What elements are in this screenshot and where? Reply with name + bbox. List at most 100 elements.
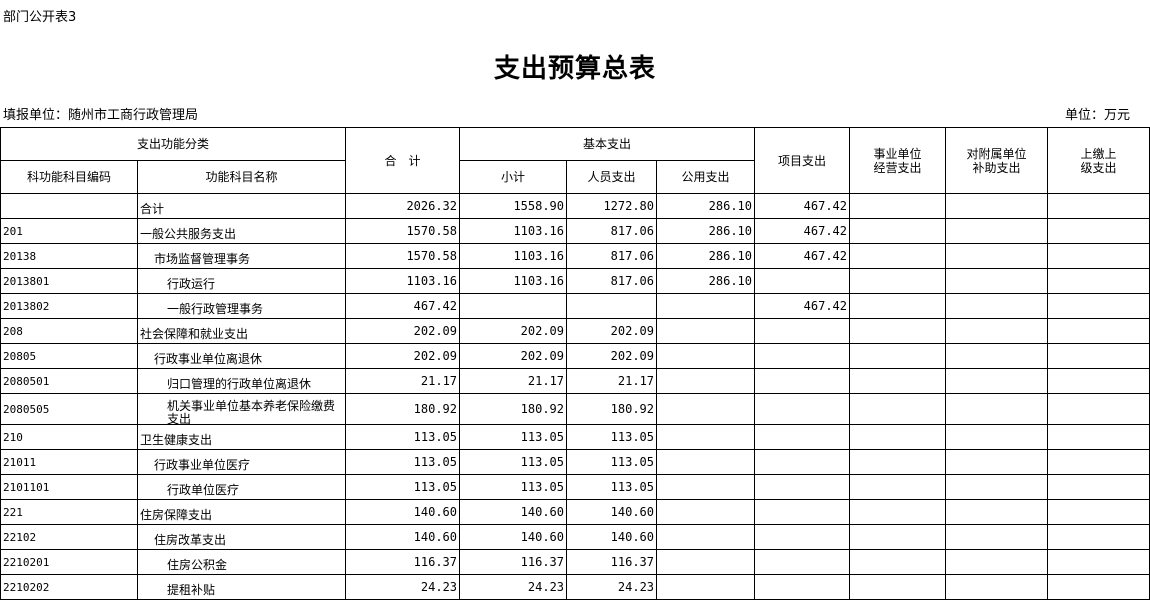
row-subsidy xyxy=(945,449,1049,475)
row-subtotal: 113.05 xyxy=(459,474,568,500)
row-name: 行政事业单位离退休 xyxy=(136,343,347,369)
row-remit xyxy=(1047,574,1150,600)
row-public xyxy=(656,368,756,394)
row-business xyxy=(849,243,947,269)
row-subtotal: 116.37 xyxy=(459,549,568,575)
row-code: 2101101 xyxy=(0,474,138,500)
currency-unit: 单位：万元 xyxy=(1064,108,1130,123)
row-personnel: 113.05 xyxy=(566,474,658,500)
row-project xyxy=(754,424,851,450)
table-number-label: 部门公开表3 xyxy=(3,10,77,25)
header-remit: 上缴上 级支出 xyxy=(1047,127,1150,194)
row-code: 208 xyxy=(0,318,138,344)
header-public: 公用支出 xyxy=(656,160,756,194)
row-subtotal: 24.23 xyxy=(459,574,568,600)
row-business xyxy=(849,499,947,525)
row-name-text: 住房保障支出 xyxy=(140,507,213,522)
page-title: 支出预算总表 xyxy=(493,54,656,84)
row-name: 机关事业单位基本养老保险缴费支出 xyxy=(136,393,347,425)
row-subtotal: 21.17 xyxy=(459,368,568,394)
row-remit xyxy=(1047,268,1150,294)
row-personnel: 817.06 xyxy=(566,218,658,244)
row-name-text: 行政运行 xyxy=(167,276,216,291)
row-subtotal xyxy=(459,293,568,319)
row-project: 467.42 xyxy=(754,243,851,269)
row-name: 合计 xyxy=(136,193,347,219)
row-business xyxy=(849,449,947,475)
row-personnel: 202.09 xyxy=(566,343,658,369)
row-subtotal: 113.05 xyxy=(459,449,568,475)
row-personnel: 113.05 xyxy=(566,424,658,450)
header-subtotal: 小计 xyxy=(459,160,568,194)
row-subsidy xyxy=(945,318,1049,344)
row-name: 住房保障支出 xyxy=(136,499,347,525)
row-name-text: 卫生健康支出 xyxy=(140,432,213,447)
row-name: 一般公共服务支出 xyxy=(136,218,347,244)
row-subsidy xyxy=(945,474,1049,500)
table-row: 221 住房保障支出 140.60 140.60 140.60 xyxy=(0,499,1150,525)
row-name-text: 一般行政管理事务 xyxy=(167,301,264,316)
row-project xyxy=(754,524,851,550)
row-subsidy xyxy=(945,368,1049,394)
table-row: 208 社会保障和就业支出 202.09 202.09 202.09 xyxy=(0,318,1150,344)
row-public xyxy=(656,449,756,475)
table-row: 20805 行政事业单位离退休 202.09 202.09 202.09 xyxy=(0,343,1150,369)
row-code: 20805 xyxy=(0,343,138,369)
row-code: 2210202 xyxy=(0,574,138,600)
row-subsidy xyxy=(945,424,1049,450)
row-remit xyxy=(1047,549,1150,575)
row-subsidy xyxy=(945,293,1049,319)
row-total: 113.05 xyxy=(345,449,461,475)
row-name-text: 行政事业单位医疗 xyxy=(154,457,251,472)
row-subsidy xyxy=(945,193,1049,219)
row-total: 1103.16 xyxy=(345,268,461,294)
row-subsidy xyxy=(945,218,1049,244)
table-row: 201 一般公共服务支出 1570.58 1103.16 817.06 286.10 467… xyxy=(0,218,1150,244)
row-total: 202.09 xyxy=(345,318,461,344)
row-subtotal: 1103.16 xyxy=(459,218,568,244)
row-name-text: 归口管理的行政单位离退休 xyxy=(167,376,312,391)
row-name-text: 提租补贴 xyxy=(167,582,216,597)
row-personnel xyxy=(566,293,658,319)
row-subtotal: 113.05 xyxy=(459,424,568,450)
table-row: 21011 行政事业单位医疗 113.05 113.05 113.05 xyxy=(0,449,1150,475)
row-project: 467.42 xyxy=(754,193,851,219)
row-name-text: 住房公积金 xyxy=(167,557,228,572)
row-subsidy xyxy=(945,343,1049,369)
row-subtotal: 1103.16 xyxy=(459,268,568,294)
header-total: 合 计 xyxy=(345,127,461,194)
row-remit xyxy=(1047,474,1150,500)
row-subtotal: 202.09 xyxy=(459,343,568,369)
row-total: 1570.58 xyxy=(345,243,461,269)
row-subsidy xyxy=(945,268,1049,294)
row-name-text: 一般公共服务支出 xyxy=(140,226,237,241)
row-code: 2013802 xyxy=(0,293,138,319)
row-total: 24.23 xyxy=(345,574,461,600)
table-row: 合计 2026.32 1558.90 1272.80 286.10 467.42 xyxy=(0,193,1150,219)
row-project xyxy=(754,499,851,525)
row-code: 2080501 xyxy=(0,368,138,394)
row-total: 113.05 xyxy=(345,424,461,450)
row-business xyxy=(849,293,947,319)
table-row: 2210202 提租补贴 24.23 24.23 24.23 xyxy=(0,574,1150,600)
row-remit xyxy=(1047,424,1150,450)
row-business xyxy=(849,474,947,500)
header-name: 功能科目名称 xyxy=(136,160,347,194)
header-code: 科功能科目编码 xyxy=(0,160,138,194)
row-business xyxy=(849,574,947,600)
row-public: 286.10 xyxy=(656,243,756,269)
row-remit xyxy=(1047,218,1150,244)
row-business xyxy=(849,524,947,550)
row-public xyxy=(656,393,756,425)
row-remit xyxy=(1047,193,1150,219)
table-row: 2080501 归口管理的行政单位离退休 21.17 21.17 21.17 xyxy=(0,368,1150,394)
row-remit xyxy=(1047,499,1150,525)
row-subsidy xyxy=(945,243,1049,269)
row-personnel: 202.09 xyxy=(566,318,658,344)
row-remit xyxy=(1047,393,1150,425)
row-project xyxy=(754,393,851,425)
row-business xyxy=(849,368,947,394)
row-subtotal: 140.60 xyxy=(459,524,568,550)
row-name-text: 机关事业单位基本养老保险缴费支出 xyxy=(167,399,336,424)
header-personnel: 人员支出 xyxy=(566,160,658,194)
